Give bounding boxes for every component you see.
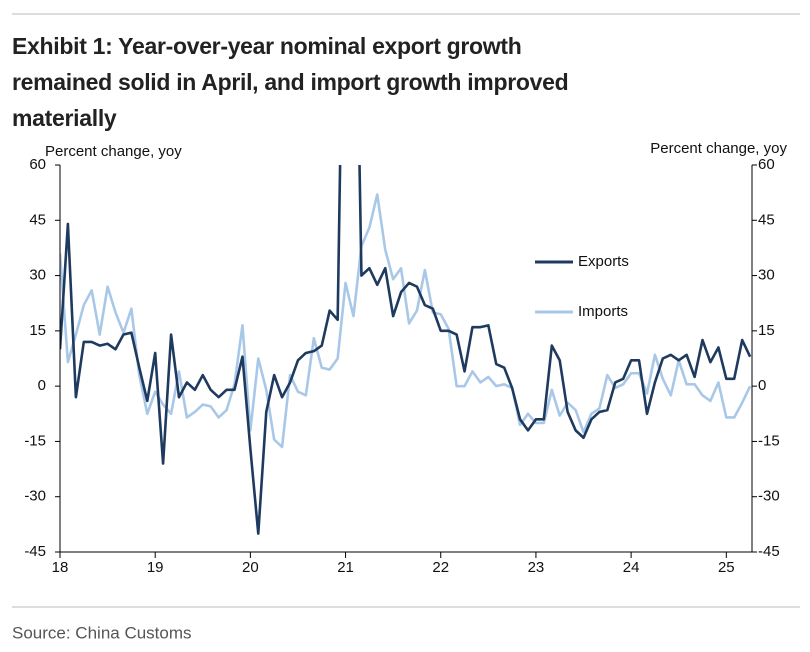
legend-label: Imports [578, 303, 628, 320]
y2-axis-label: Percent change, yoy [650, 140, 787, 157]
legend-label: Exports [578, 253, 629, 270]
y2-tick-label: 60 [758, 156, 775, 173]
y2-tick-label: 30 [758, 267, 775, 284]
y-tick-label: -15 [24, 432, 46, 449]
y-tick-label: 30 [29, 267, 46, 284]
x-tick-label: 20 [242, 559, 259, 576]
y2-tick-label: 0 [758, 377, 766, 394]
x-tick-label: 22 [432, 559, 449, 576]
plot-area [60, 165, 752, 535]
y-tick-label: 60 [29, 156, 46, 173]
y-tick-label: -30 [24, 488, 46, 505]
y2-tick-label: 15 [758, 322, 775, 339]
x-tick-label: 18 [52, 559, 69, 576]
y2-tick-label: 45 [758, 211, 775, 228]
y2-tick-label: -30 [758, 488, 780, 505]
x-tick-label: 23 [528, 559, 545, 576]
series-line [60, 193, 752, 449]
y-axis-label: Percent change, yoy [45, 143, 182, 160]
y-tick-label: -45 [24, 543, 46, 560]
y-tick-label: 45 [29, 211, 46, 228]
x-tick-label: 21 [337, 559, 354, 576]
source: Source: China Customs [12, 623, 192, 642]
chart-title: Exhibit 1: Year-over-year nominal export… [12, 33, 569, 131]
y-tick-label: 15 [29, 322, 46, 339]
y-tick-label: 0 [38, 377, 46, 394]
x-tick-label: 19 [147, 559, 164, 576]
x-tick-label: 24 [623, 559, 640, 576]
x-tick-label: 25 [718, 559, 735, 576]
y2-tick-label: -45 [758, 543, 780, 560]
series-line [60, 165, 752, 535]
y2-tick-label: -15 [758, 432, 780, 449]
